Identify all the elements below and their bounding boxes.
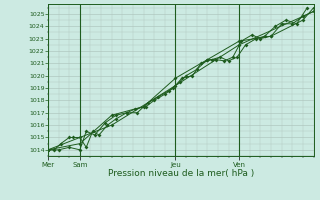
X-axis label: Pression niveau de la mer( hPa ): Pression niveau de la mer( hPa ) <box>108 169 254 178</box>
